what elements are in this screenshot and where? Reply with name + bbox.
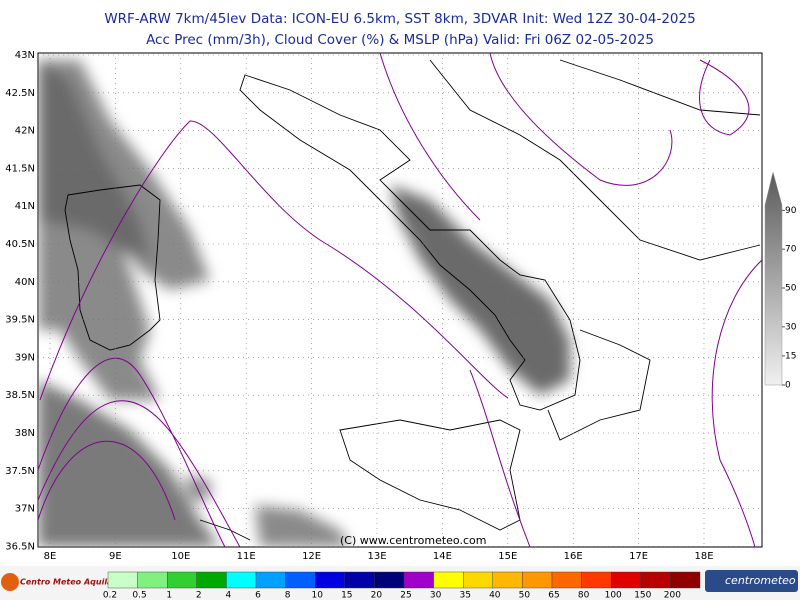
- precip-color-box: [433, 571, 464, 589]
- precip-color-box: [463, 571, 494, 589]
- logo-left-icon: [1, 573, 19, 591]
- precip-label: 0.2: [103, 591, 117, 601]
- precip-label: 4: [226, 591, 232, 601]
- precip-label: 6: [255, 591, 261, 601]
- precip-color-box: [611, 571, 642, 589]
- precip-label: 65: [548, 591, 559, 601]
- precip-color-box: [551, 571, 582, 589]
- precip-label: 50: [519, 591, 531, 601]
- cloud-colorbar: 0 15 30 50 70 90: [764, 171, 797, 391]
- lon-label: 9E: [109, 551, 122, 562]
- precip-label: 20: [371, 591, 383, 601]
- precip-label: 35: [459, 591, 470, 601]
- logo-right: centrometeo: [725, 574, 796, 587]
- lat-label: 40N: [15, 277, 35, 288]
- footer: Centro Meteo Aquila centrometeo 0.2 0.5 1 2…: [0, 566, 800, 601]
- precip-label: 10: [311, 591, 323, 601]
- lat-label: 41N: [15, 201, 35, 212]
- cloud-tick-label: 50: [785, 284, 797, 294]
- lat-label: 41.5N: [5, 163, 35, 174]
- graticule: [38, 53, 762, 547]
- lon-label: 15E: [498, 551, 517, 562]
- precip-color-box: [522, 571, 553, 589]
- precip-label: 30: [430, 591, 442, 601]
- precip-label: 0.5: [132, 591, 146, 601]
- cloud-tick-label: 90: [785, 206, 797, 216]
- lat-label: 37N: [15, 504, 35, 515]
- cloud-tick-label: 30: [785, 322, 797, 332]
- precip-label: 40: [489, 591, 501, 601]
- lat-label: 42N: [15, 126, 35, 137]
- lon-label: 17E: [629, 551, 648, 562]
- lon-label: 11E: [237, 551, 256, 562]
- precip-color-box: [315, 571, 346, 589]
- precip-label: 80: [578, 591, 590, 601]
- lat-label: 38.5N: [5, 390, 35, 401]
- precip-label: 15: [341, 591, 352, 601]
- precip-label: 100: [605, 591, 622, 601]
- lon-label: 8E: [44, 551, 57, 562]
- header-line1: WRF-ARW 7km/45lev Data: ICON-EU 6.5km, S…: [104, 11, 695, 27]
- lon-label: 14E: [433, 551, 452, 562]
- precip-color-box: [344, 571, 375, 589]
- precip-color-box: [107, 571, 138, 589]
- precip-label: 150: [634, 591, 651, 601]
- precip-color-box: [196, 571, 227, 589]
- precip-color-box: [492, 571, 523, 589]
- lon-label: 18E: [694, 551, 713, 562]
- precip-color-box: [137, 571, 168, 589]
- logo-left: Centro Meteo Aquila: [20, 578, 112, 587]
- lat-label: 36.5N: [5, 541, 35, 552]
- lon-label: 12E: [302, 551, 321, 562]
- precip-label: 1: [166, 591, 172, 601]
- precip-color-box: [403, 571, 434, 589]
- precip-label: 25: [400, 591, 411, 601]
- lat-label: 39.5N: [5, 315, 35, 326]
- precip-color-box: [226, 571, 257, 589]
- lat-label: 38N: [15, 428, 35, 439]
- lat-label: 43N: [15, 50, 35, 61]
- lat-label: 37.5N: [5, 466, 35, 477]
- precip-color-box: [285, 571, 316, 589]
- precip-color-box: [255, 571, 286, 589]
- lon-label: 10E: [171, 551, 190, 562]
- precip-color-box: [640, 571, 671, 589]
- axis-labels: 43N 42.5N 42N 41.5N 41N 40.5N 40N 39.5N 39N 38.5N…: [5, 50, 713, 562]
- lon-label: 13E: [367, 551, 386, 562]
- header-line2: Acc Prec (mm/3h), Cloud Cover (%) & MSLP…: [146, 32, 654, 48]
- precip-color-box: [670, 571, 701, 589]
- lat-label: 40.5N: [5, 239, 35, 250]
- cloud-tick-label: 70: [785, 245, 797, 255]
- lon-label: 16E: [564, 551, 583, 562]
- precip-color-box: [166, 571, 197, 589]
- lat-label: 42.5N: [5, 88, 35, 99]
- cloud-tick-label: 0: [785, 381, 791, 391]
- precip-label: 200: [664, 591, 681, 601]
- map-content: (C) www.centrometeo.com: [38, 53, 762, 547]
- lat-label: 39N: [15, 352, 35, 363]
- precip-label: 2: [196, 591, 202, 601]
- cloud-tick-label: 15: [785, 351, 796, 361]
- precip-label: 8: [285, 591, 291, 601]
- logo-right-bg: [705, 570, 798, 592]
- precip-color-box: [581, 571, 612, 589]
- copyright: (C) www.centrometeo.com: [340, 534, 486, 547]
- precip-color-box: [374, 571, 405, 589]
